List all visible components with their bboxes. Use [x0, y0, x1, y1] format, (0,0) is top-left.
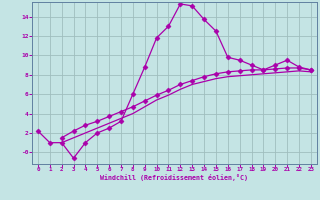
X-axis label: Windchill (Refroidissement éolien,°C): Windchill (Refroidissement éolien,°C)	[100, 174, 248, 181]
